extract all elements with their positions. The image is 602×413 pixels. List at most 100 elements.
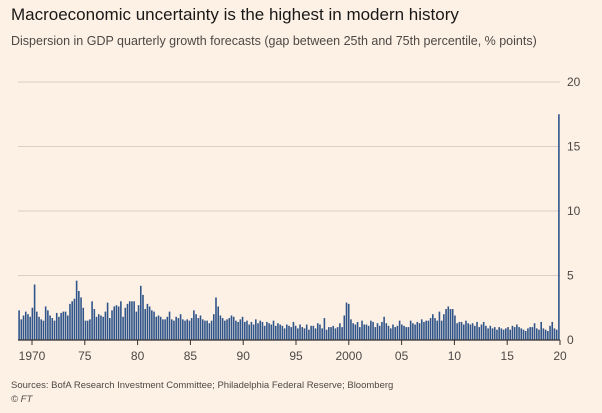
- bar: [325, 329, 328, 340]
- bar: [352, 323, 354, 340]
- bar: [64, 311, 67, 340]
- bar: [319, 324, 321, 340]
- bar: [111, 310, 113, 340]
- bar: [230, 315, 233, 340]
- bar: [359, 327, 361, 340]
- bar: [551, 321, 554, 340]
- bar: [516, 324, 518, 340]
- bar: [193, 310, 195, 340]
- bar: [524, 330, 527, 340]
- bar: [487, 328, 489, 340]
- bar: [144, 309, 146, 340]
- bar: [425, 320, 427, 340]
- bar: [447, 306, 450, 340]
- bar: [44, 306, 47, 340]
- bar: [241, 316, 244, 340]
- bar: [120, 301, 122, 340]
- bar: [95, 316, 98, 340]
- bar: [323, 318, 326, 340]
- bar: [538, 329, 540, 340]
- bar: [522, 329, 525, 340]
- bar: [385, 323, 388, 340]
- bar: [27, 314, 29, 340]
- bar: [350, 319, 352, 340]
- bar: [184, 320, 186, 340]
- bar: [62, 311, 65, 340]
- ft-credit: © FT: [11, 394, 33, 405]
- bar: [374, 327, 377, 340]
- bar: [542, 328, 545, 340]
- bar: [86, 320, 89, 340]
- x-tick-label: 80: [131, 349, 145, 363]
- bar: [462, 324, 465, 340]
- bar: [170, 319, 173, 340]
- chart-subtitle: Dispersion in GDP quarterly growth forec…: [11, 34, 537, 48]
- bar: [133, 301, 135, 340]
- bar: [109, 318, 111, 340]
- bar: [489, 325, 492, 340]
- bar: [142, 294, 144, 340]
- bar: [281, 325, 284, 340]
- bar: [283, 328, 286, 340]
- bar: [478, 327, 481, 340]
- bar: [168, 311, 171, 340]
- bar: [407, 327, 410, 340]
- bar: [332, 325, 335, 340]
- bar: [290, 327, 293, 340]
- bar: [215, 297, 217, 340]
- bar: [263, 325, 266, 340]
- bar: [334, 328, 337, 340]
- bar: [460, 321, 463, 340]
- bar: [179, 314, 182, 340]
- bar: [467, 323, 469, 340]
- bar: [224, 320, 226, 340]
- x-tick-label: 10: [448, 349, 462, 363]
- bar: [126, 303, 129, 340]
- bar: [58, 316, 60, 340]
- bar: [383, 316, 385, 340]
- bar: [237, 321, 239, 340]
- bar: [343, 315, 346, 340]
- bar: [412, 323, 414, 340]
- bar: [166, 316, 169, 340]
- bar: [505, 328, 507, 340]
- bar: [502, 329, 505, 340]
- bar: [458, 321, 461, 340]
- bar: [159, 316, 162, 340]
- bar: [299, 324, 301, 340]
- bar: [288, 325, 290, 340]
- bar: [128, 301, 131, 340]
- bar: [151, 310, 153, 340]
- bar: [292, 321, 295, 340]
- bar: [449, 309, 452, 340]
- bar: [162, 319, 164, 340]
- bar: [252, 324, 255, 340]
- bar: [197, 318, 200, 340]
- source-note: Sources: BofA Research Investment Commit…: [11, 380, 394, 391]
- bar: [363, 324, 366, 340]
- bar: [553, 328, 556, 340]
- bar: [135, 311, 138, 340]
- bar: [42, 320, 45, 340]
- bar: [378, 325, 381, 340]
- y-tick-label: 10: [567, 204, 581, 218]
- bar: [210, 320, 213, 340]
- bar: [146, 303, 149, 340]
- bar: [493, 327, 496, 340]
- bar: [297, 328, 299, 340]
- bar: [100, 315, 102, 340]
- bar: [199, 315, 202, 340]
- bar: [471, 323, 474, 340]
- bar: [405, 327, 408, 340]
- bar: [277, 323, 279, 340]
- bar: [310, 325, 312, 340]
- bar: [398, 320, 401, 340]
- bar: [78, 290, 80, 340]
- bar: [279, 324, 281, 340]
- bar: [115, 305, 118, 340]
- bar: [485, 325, 487, 340]
- bar: [427, 320, 430, 340]
- bar: [75, 280, 78, 340]
- bar: [104, 311, 107, 340]
- bar: [396, 325, 399, 340]
